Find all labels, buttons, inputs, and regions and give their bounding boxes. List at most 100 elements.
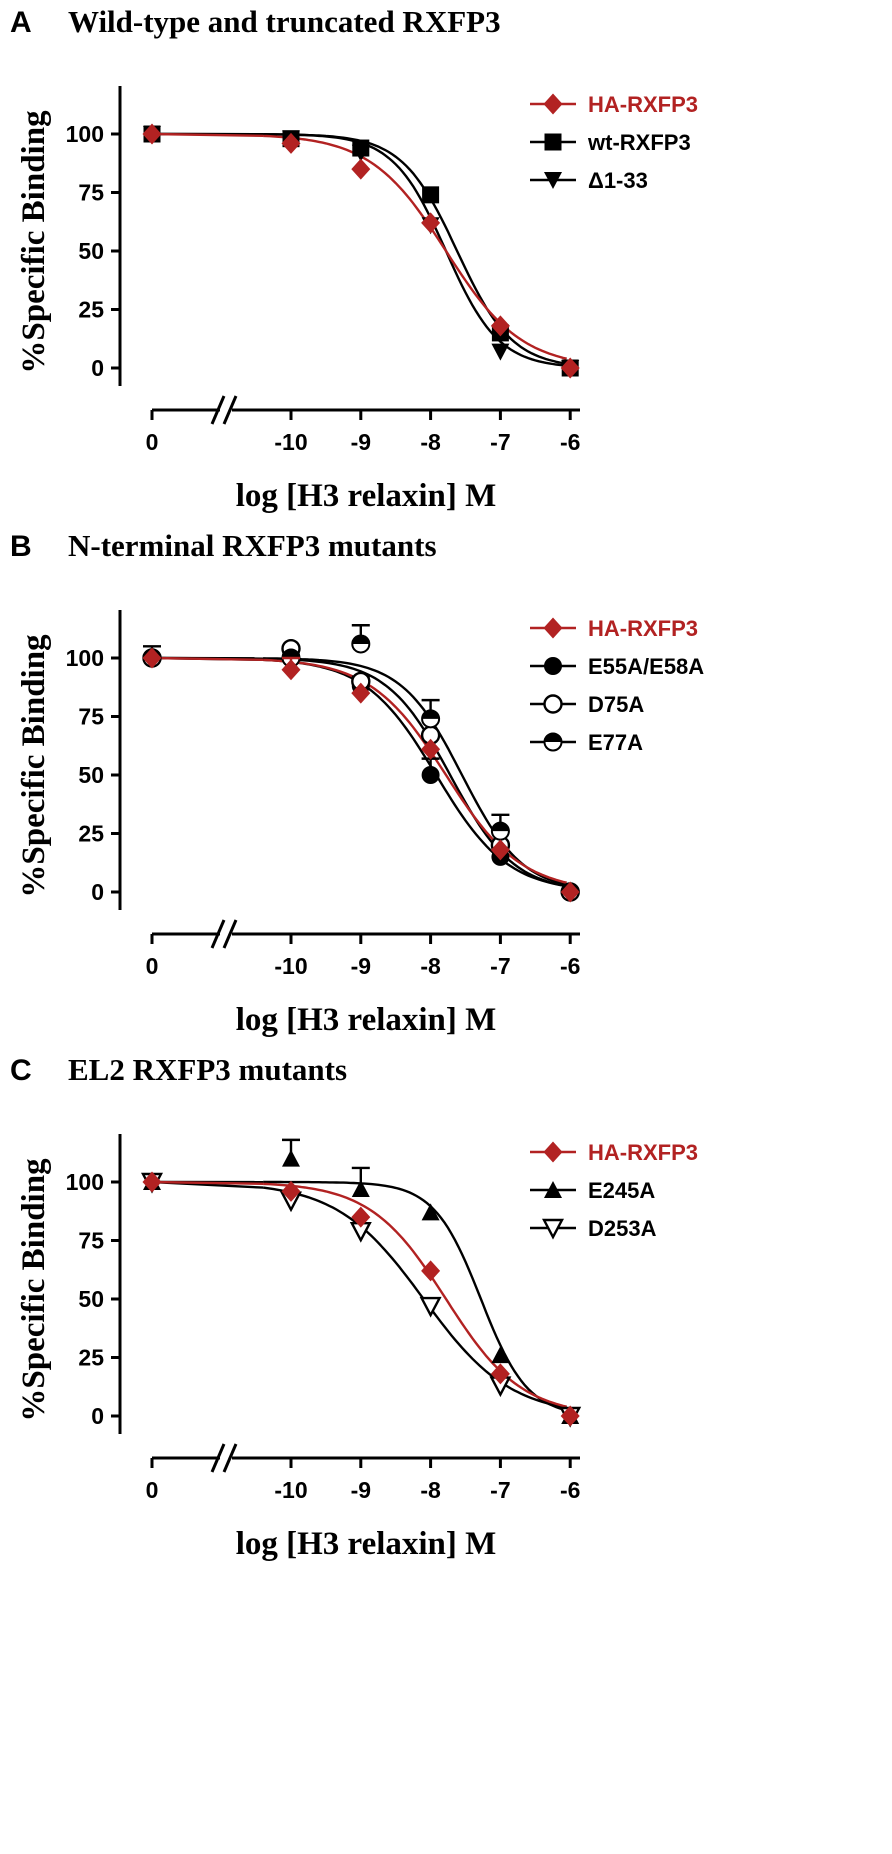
fit-curve — [263, 658, 567, 888]
data-point — [560, 1405, 580, 1427]
fit-curve — [263, 1180, 567, 1412]
legend-label: HA-RXFP3 — [588, 1140, 698, 1165]
legend-label: Δ1-33 — [588, 168, 648, 193]
legend-marker — [544, 657, 562, 675]
data-point — [351, 634, 371, 654]
axis-break-mark — [222, 395, 238, 425]
data-point — [142, 123, 162, 145]
fit-curve — [263, 133, 567, 367]
x-tick-label: -7 — [490, 953, 510, 979]
fit-curve — [262, 1186, 567, 1409]
fit-curve — [263, 657, 567, 888]
panel-title: EL2 RXFP3 mutants — [68, 1052, 347, 1087]
x-tick-label: -8 — [420, 953, 441, 979]
legend-marker — [542, 1218, 564, 1240]
x-tick-label: -10 — [274, 1477, 307, 1503]
fit-curve-segment — [151, 132, 264, 138]
x-tick-label: -9 — [351, 429, 371, 455]
legend-marker — [543, 732, 563, 752]
data-point — [282, 1149, 300, 1167]
y-axis-label: %Specific Binding — [16, 634, 52, 898]
chart-c: C EL2 RXFP3 mutants 0 25 50 75 100 %Specific Bi… — [10, 1052, 698, 1562]
x-tick-label: -8 — [420, 429, 441, 455]
y-axis-label: %Specific Binding — [16, 1158, 52, 1422]
data-point — [281, 659, 301, 681]
fit-curve — [263, 657, 567, 886]
panel-c: C EL2 RXFP3 mutants 0 25 50 75 100 %Specific Bi… — [0, 1048, 892, 1666]
x-tick-label: -7 — [490, 429, 510, 455]
chart-a: A Wild-type and truncated RXFP3 0 25 50 75 100… — [10, 4, 698, 514]
panel-title: Wild-type and truncated RXFP3 — [68, 4, 501, 39]
data-point — [490, 839, 510, 861]
x-tick-label: -6 — [560, 429, 580, 455]
data-point — [560, 357, 580, 379]
data-point — [421, 212, 441, 234]
y-tick-label: 75 — [78, 180, 104, 206]
data-point-half — [282, 649, 300, 658]
fit-curve — [263, 134, 567, 360]
y-tick-label: 100 — [66, 1169, 104, 1195]
y-tick-label: 0 — [91, 879, 104, 905]
data-point — [421, 1260, 441, 1282]
data-point-half — [491, 822, 509, 832]
legend-label: HA-RXFP3 — [588, 92, 698, 117]
axis-break-mark — [210, 919, 226, 949]
data-point — [491, 1346, 510, 1364]
axis-break-mark — [222, 1443, 238, 1473]
legend-marker — [544, 133, 562, 151]
x-tick-label: 0 — [146, 953, 159, 979]
y-tick-label: 75 — [78, 1228, 104, 1254]
x-tick-label: -6 — [560, 953, 580, 979]
data-point — [422, 186, 440, 204]
legend-marker — [543, 617, 563, 639]
y-tick-label: 0 — [91, 1403, 104, 1429]
data-point-half — [422, 710, 440, 719]
legend-label: wt-RXFP3 — [587, 130, 691, 155]
legend-label: D253A — [588, 1216, 657, 1241]
y-tick-label: 50 — [78, 762, 104, 788]
data-point — [142, 647, 162, 669]
legend-marker — [544, 172, 562, 189]
data-point — [421, 709, 441, 729]
y-axis-label: %Specific Binding — [16, 110, 52, 374]
panel-letter: A — [10, 6, 32, 39]
data-point — [419, 1296, 442, 1318]
x-tick-label: -9 — [351, 1477, 371, 1503]
axis-break-mark — [210, 395, 226, 425]
x-tick-label: -8 — [420, 1477, 441, 1503]
axis-break-mark — [210, 1443, 226, 1473]
data-point — [142, 1171, 162, 1193]
data-point — [490, 821, 510, 841]
data-point — [421, 738, 441, 760]
data-point-half — [352, 635, 370, 644]
data-point — [421, 766, 440, 784]
legend-label: E55A/E58A — [588, 654, 704, 679]
legend-label: HA-RXFP3 — [588, 616, 698, 641]
fit-curve-segment — [151, 656, 264, 662]
axis-break-mark — [222, 919, 238, 949]
data-point — [351, 1206, 371, 1228]
legend-marker — [543, 1141, 563, 1163]
legend-marker — [544, 1181, 562, 1198]
y-tick-label: 50 — [78, 238, 104, 264]
legend-label: D75A — [588, 692, 644, 717]
y-tick-label: 25 — [78, 297, 104, 323]
x-axis-label: log [H3 relaxin] M — [236, 478, 497, 514]
panel-b: B N-terminal RXFP3 mutants 0 25 50 75 100 %Spec… — [0, 524, 892, 1142]
y-tick-label: 100 — [66, 645, 104, 671]
data-point — [560, 881, 580, 903]
panel-letter: C — [10, 1054, 32, 1087]
data-point — [351, 1180, 370, 1198]
fit-curve — [263, 1182, 567, 1408]
legend-label: E245A — [588, 1178, 655, 1203]
y-tick-label: 25 — [78, 1345, 104, 1371]
fit-curve — [263, 133, 567, 365]
x-tick-label: 0 — [146, 429, 159, 455]
x-tick-label: -9 — [351, 953, 371, 979]
y-tick-label: 75 — [78, 704, 104, 730]
fit-curve-segment — [151, 1180, 264, 1186]
data-point — [490, 1363, 510, 1385]
fit-curve — [263, 658, 567, 884]
panel-letter: B — [10, 530, 32, 563]
data-point — [351, 144, 370, 162]
